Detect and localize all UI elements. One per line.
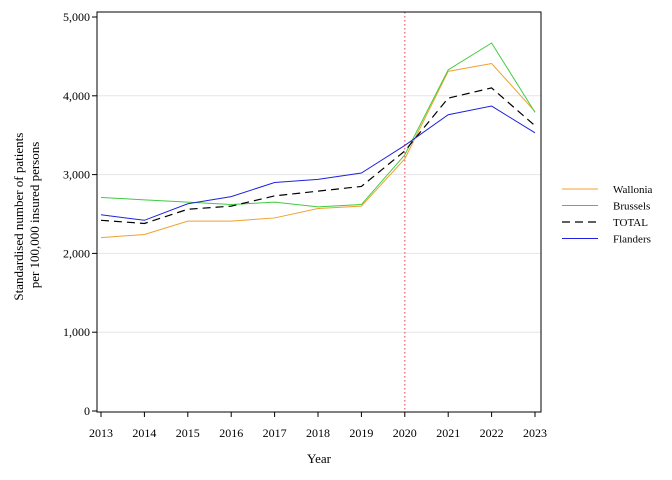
series-line-brussels xyxy=(100,42,536,208)
y-tick-label: 4,000 xyxy=(63,89,90,103)
y-tick-label: 1,000 xyxy=(63,325,90,339)
legend-label-flanders: Flanders xyxy=(613,234,651,246)
x-tick-label: 2021 xyxy=(436,426,460,440)
y-axis: 0 1,000 2,000 3,000 4,000 5,000 xyxy=(63,10,97,418)
y-axis-title-line-2: per 100,000 insured persons xyxy=(27,142,42,289)
y-tick-label: 5,000 xyxy=(63,10,90,24)
x-tick-label: 2023 xyxy=(523,426,547,440)
y-tick-label: 2,000 xyxy=(63,246,90,260)
plot-frame xyxy=(96,11,542,413)
gridlines xyxy=(97,95,541,333)
x-tick-label: 2014 xyxy=(132,426,156,440)
x-tick-label: 2017 xyxy=(263,426,287,440)
y-tick-label: 3,000 xyxy=(63,168,90,182)
series-line-total xyxy=(100,87,536,225)
legend-label-total: TOTAL xyxy=(613,217,648,229)
x-tick-label: 2015 xyxy=(176,426,200,440)
x-tick-label: 2018 xyxy=(306,426,330,440)
y-axis-title: Standardised number of patients per 100,… xyxy=(11,129,42,300)
legend: Wallonia Brussels TOTAL Flanders xyxy=(562,184,653,246)
x-axis-title: Year xyxy=(307,451,332,466)
x-tick-label: 2019 xyxy=(349,426,373,440)
x-tick-label: 2013 xyxy=(89,426,113,440)
y-tick-label: 0 xyxy=(84,404,90,418)
y-axis-title-line-1: Standardised number of patients xyxy=(11,133,26,301)
x-tick-label: 2022 xyxy=(480,426,504,440)
x-axis: 2013 2014 2015 2016 2017 2018 2019 2020 2021 2022… xyxy=(89,412,547,440)
series-line-flanders xyxy=(100,105,536,221)
x-tick-label: 2016 xyxy=(219,426,243,440)
series-line-wallonia xyxy=(100,62,536,239)
x-tick-label: 2020 xyxy=(393,426,417,440)
legend-label-wallonia: Wallonia xyxy=(613,184,653,196)
legend-label-brussels: Brussels xyxy=(613,201,650,213)
series-lines xyxy=(100,42,536,239)
